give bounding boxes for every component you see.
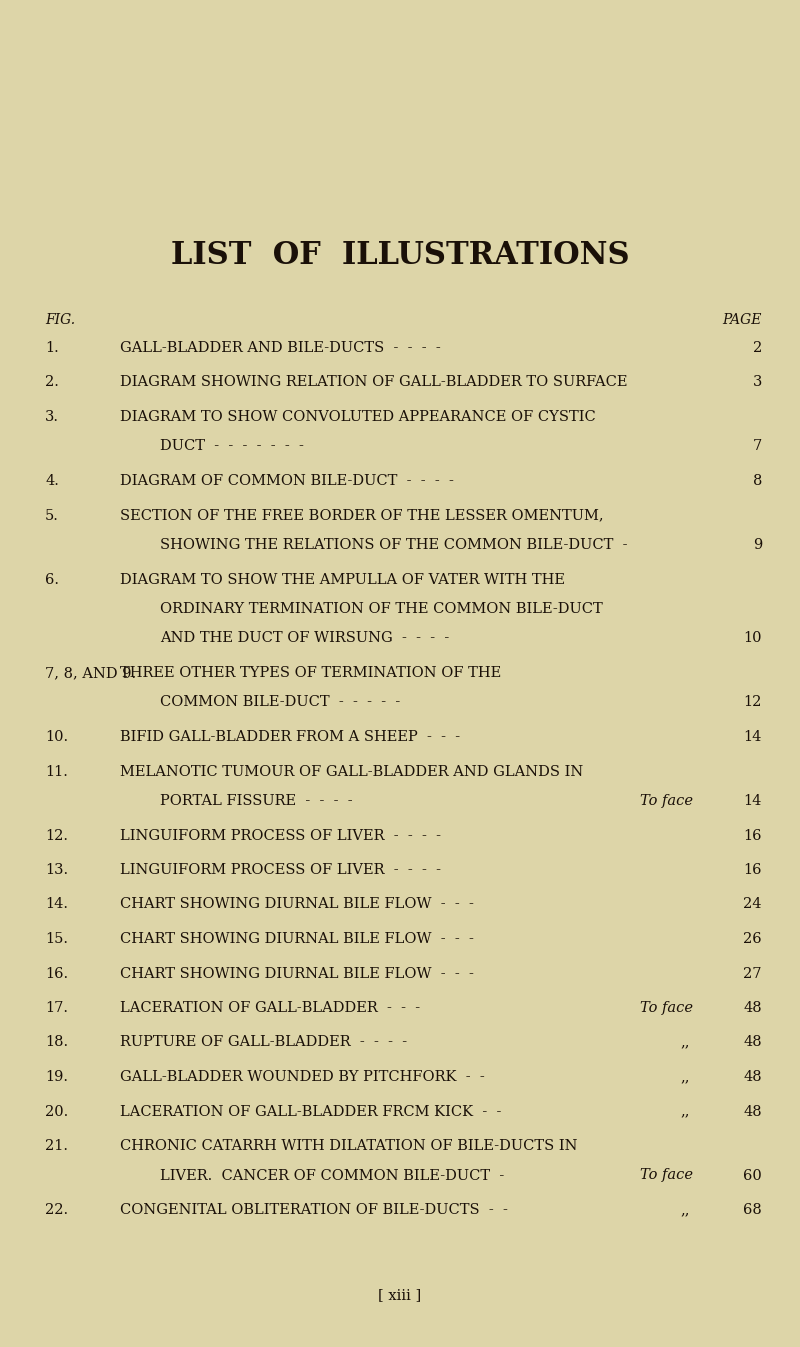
Text: LACERATION OF GALL-BLADDER  -  -  -: LACERATION OF GALL-BLADDER - - - — [120, 1001, 420, 1016]
Text: BIFID GALL-BLADDER FROM A SHEEP  -  -  -: BIFID GALL-BLADDER FROM A SHEEP - - - — [120, 730, 460, 744]
Text: GALL-BLADDER AND BILE-DUCTS  -  -  -  -: GALL-BLADDER AND BILE-DUCTS - - - - — [120, 341, 441, 356]
Text: 48: 48 — [743, 1105, 762, 1118]
Text: AND THE DUCT OF WIRSUNG  -  -  -  -: AND THE DUCT OF WIRSUNG - - - - — [160, 632, 450, 645]
Text: 12: 12 — [744, 695, 762, 710]
Text: 13.: 13. — [45, 863, 68, 877]
Text: 60: 60 — [743, 1168, 762, 1183]
Text: CHART SHOWING DIURNAL BILE FLOW  -  -  -: CHART SHOWING DIURNAL BILE FLOW - - - — [120, 897, 474, 912]
Text: 48: 48 — [743, 1001, 762, 1016]
Text: 14: 14 — [744, 793, 762, 808]
Text: 17.: 17. — [45, 1001, 68, 1016]
Text: 4.: 4. — [45, 474, 59, 488]
Text: SECTION OF THE FREE BORDER OF THE LESSER OMENTUM,: SECTION OF THE FREE BORDER OF THE LESSER… — [120, 509, 604, 523]
Text: 2: 2 — [753, 341, 762, 356]
Text: 10.: 10. — [45, 730, 68, 744]
Text: LIST  OF  ILLUSTRATIONS: LIST OF ILLUSTRATIONS — [170, 240, 630, 271]
Text: 15.: 15. — [45, 932, 68, 946]
Text: 24: 24 — [743, 897, 762, 912]
Text: 22.: 22. — [45, 1203, 68, 1216]
Text: ,,: ,, — [680, 1070, 690, 1084]
Text: FIG.: FIG. — [45, 313, 75, 327]
Text: 10: 10 — [743, 632, 762, 645]
Text: MELANOTIC TUMOUR OF GALL-BLADDER AND GLANDS IN: MELANOTIC TUMOUR OF GALL-BLADDER AND GLA… — [120, 765, 583, 779]
Text: ,,: ,, — [680, 1105, 690, 1118]
Text: COMMON BILE-DUCT  -  -  -  -  -: COMMON BILE-DUCT - - - - - — [160, 695, 400, 710]
Text: 16: 16 — [743, 828, 762, 842]
Text: LINGUIFORM PROCESS OF LIVER  -  -  -  -: LINGUIFORM PROCESS OF LIVER - - - - — [120, 828, 441, 842]
Text: PORTAL FISSURE  -  -  -  -: PORTAL FISSURE - - - - — [160, 793, 353, 808]
Text: GALL-BLADDER WOUNDED BY PITCHFORK  -  -: GALL-BLADDER WOUNDED BY PITCHFORK - - — [120, 1070, 485, 1084]
Text: 6.: 6. — [45, 572, 59, 586]
Text: [ xiii ]: [ xiii ] — [378, 1288, 422, 1303]
Text: 14.: 14. — [45, 897, 68, 912]
Text: 9: 9 — [753, 537, 762, 552]
Text: 11.: 11. — [45, 765, 68, 779]
Text: 16.: 16. — [45, 967, 68, 981]
Text: CHART SHOWING DIURNAL BILE FLOW  -  -  -: CHART SHOWING DIURNAL BILE FLOW - - - — [120, 967, 474, 981]
Text: LINGUIFORM PROCESS OF LIVER  -  -  -  -: LINGUIFORM PROCESS OF LIVER - - - - — [120, 863, 441, 877]
Text: 3.: 3. — [45, 409, 59, 424]
Text: LACERATION OF GALL-BLADDER FRCM KICK  -  -: LACERATION OF GALL-BLADDER FRCM KICK - - — [120, 1105, 502, 1118]
Text: ORDINARY TERMINATION OF THE COMMON BILE-DUCT: ORDINARY TERMINATION OF THE COMMON BILE-… — [160, 602, 602, 616]
Text: DIAGRAM TO SHOW CONVOLUTED APPEARANCE OF CYSTIC: DIAGRAM TO SHOW CONVOLUTED APPEARANCE OF… — [120, 409, 596, 424]
Text: 14: 14 — [744, 730, 762, 744]
Text: 12.: 12. — [45, 828, 68, 842]
Text: 8: 8 — [753, 474, 762, 488]
Text: To face: To face — [640, 793, 693, 808]
Text: 21.: 21. — [45, 1140, 68, 1153]
Text: SHOWING THE RELATIONS OF THE COMMON BILE-DUCT  -: SHOWING THE RELATIONS OF THE COMMON BILE… — [160, 537, 627, 552]
Text: 20.: 20. — [45, 1105, 68, 1118]
Text: 7, 8, AND 9.: 7, 8, AND 9. — [45, 665, 136, 680]
Text: DUCT  -  -  -  -  -  -  -: DUCT - - - - - - - — [160, 439, 304, 454]
Text: PAGE: PAGE — [722, 313, 762, 327]
Text: ,,: ,, — [680, 1036, 690, 1049]
Text: 26: 26 — [743, 932, 762, 946]
Text: 48: 48 — [743, 1036, 762, 1049]
Text: 5.: 5. — [45, 509, 59, 523]
Text: 27: 27 — [743, 967, 762, 981]
Text: LIVER.  CANCER OF COMMON BILE-DUCT  -: LIVER. CANCER OF COMMON BILE-DUCT - — [160, 1168, 504, 1183]
Text: DIAGRAM OF COMMON BILE-DUCT  -  -  -  -: DIAGRAM OF COMMON BILE-DUCT - - - - — [120, 474, 454, 488]
Text: 48: 48 — [743, 1070, 762, 1084]
Text: 16: 16 — [743, 863, 762, 877]
Text: 2.: 2. — [45, 376, 59, 389]
Text: DIAGRAM SHOWING RELATION OF GALL-BLADDER TO SURFACE: DIAGRAM SHOWING RELATION OF GALL-BLADDER… — [120, 376, 627, 389]
Text: ,,: ,, — [680, 1203, 690, 1216]
Text: 1.: 1. — [45, 341, 58, 356]
Text: CONGENITAL OBLITERATION OF BILE-DUCTS  -  -: CONGENITAL OBLITERATION OF BILE-DUCTS - … — [120, 1203, 508, 1216]
Text: 3: 3 — [753, 376, 762, 389]
Text: RUPTURE OF GALL-BLADDER  -  -  -  -: RUPTURE OF GALL-BLADDER - - - - — [120, 1036, 407, 1049]
Text: To face: To face — [640, 1168, 693, 1183]
Text: 19.: 19. — [45, 1070, 68, 1084]
Text: CHART SHOWING DIURNAL BILE FLOW  -  -  -: CHART SHOWING DIURNAL BILE FLOW - - - — [120, 932, 474, 946]
Text: 18.: 18. — [45, 1036, 68, 1049]
Text: THREE OTHER TYPES OF TERMINATION OF THE: THREE OTHER TYPES OF TERMINATION OF THE — [120, 665, 502, 680]
Text: To face: To face — [640, 1001, 693, 1016]
Text: CHRONIC CATARRH WITH DILATATION OF BILE-DUCTS IN: CHRONIC CATARRH WITH DILATATION OF BILE-… — [120, 1140, 578, 1153]
Text: 7: 7 — [753, 439, 762, 454]
Text: 68: 68 — [743, 1203, 762, 1216]
Text: DIAGRAM TO SHOW THE AMPULLA OF VATER WITH THE: DIAGRAM TO SHOW THE AMPULLA OF VATER WIT… — [120, 572, 565, 586]
